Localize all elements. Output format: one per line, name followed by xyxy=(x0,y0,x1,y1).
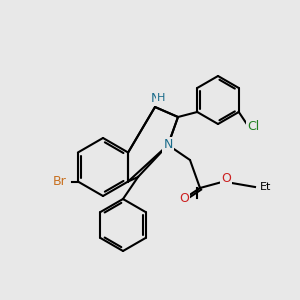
Text: Cl: Cl xyxy=(248,121,260,134)
Text: Br: Br xyxy=(53,175,67,188)
Text: N: N xyxy=(150,92,160,104)
Text: H: H xyxy=(157,93,165,103)
Text: O: O xyxy=(221,172,231,184)
Text: O: O xyxy=(179,193,189,206)
Text: Et: Et xyxy=(260,182,272,192)
Text: N: N xyxy=(163,139,173,152)
